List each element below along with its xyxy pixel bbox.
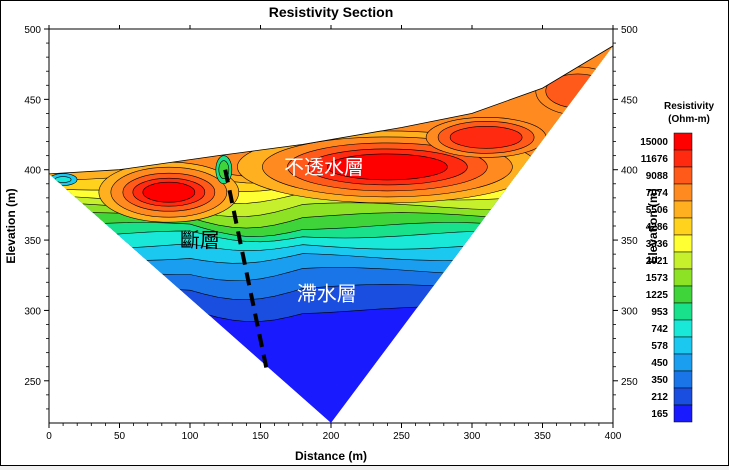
y-tick-label: 450 <box>24 95 41 106</box>
colorbar-level-label: 953 <box>651 307 668 318</box>
colorbar-level-label: 5506 <box>646 205 669 216</box>
x-axis-title: Distance (m) <box>295 449 367 463</box>
y-tick-label-right: 400 <box>621 166 638 177</box>
colorbar-swatch <box>673 217 693 236</box>
colorbar-level-label: 212 <box>651 392 668 403</box>
colorbar-legend: Resistivity (Ohm-m) 15000 11676 9088 7074 55… <box>640 101 714 423</box>
annotation-label: 不透水層 <box>284 155 364 179</box>
x-tick-label: 50 <box>114 431 126 442</box>
annotation-label: 滯水層 <box>297 282 357 306</box>
chart-title: Resistivity Section <box>269 4 394 20</box>
y-tick-label: 500 <box>24 25 41 36</box>
colorbar-level-label: 742 <box>651 324 668 335</box>
colorbar-swatch <box>673 183 693 202</box>
y-tick-label: 250 <box>24 377 41 388</box>
high-resistivity-blob-left <box>142 181 196 203</box>
colorbar-title: Resistivity <box>664 101 714 112</box>
colorbar-level-label: 2021 <box>646 256 669 267</box>
y-tick-label: 350 <box>24 236 41 247</box>
x-tick-label: 200 <box>323 431 340 442</box>
x-tick-label: 100 <box>182 431 199 442</box>
colorbar-swatch <box>673 353 693 372</box>
axes: 0 50 100 150 200 250 300 350 400 250 250 300 300 350 3… <box>24 25 638 442</box>
colorbar-swatch <box>673 166 693 185</box>
colorbar-level-label: 1225 <box>646 290 669 301</box>
colorbar-swatch <box>673 370 693 389</box>
colorbar-swatch <box>673 234 693 253</box>
colorbar-swatch <box>673 404 693 423</box>
colorbar-swatch <box>673 387 693 406</box>
y-axis-title-right: Elevation (m) <box>646 188 660 263</box>
y-tick-label-right: 300 <box>621 306 638 317</box>
x-tick-label: 150 <box>252 431 269 442</box>
high-resistivity-blob-right <box>449 126 523 149</box>
y-tick-label: 300 <box>24 306 41 317</box>
colorbar-swatch <box>673 336 693 355</box>
x-tick-label: 300 <box>464 431 481 442</box>
colorbar-swatch <box>673 302 693 321</box>
colorbar-level-label: 11676 <box>641 154 669 165</box>
colorbar-level-label: 578 <box>651 341 668 352</box>
colorbar-level-label: 350 <box>651 375 668 386</box>
y-tick-label-right: 450 <box>621 95 638 106</box>
high-resistivity-zone-center <box>327 153 448 181</box>
x-tick-label: 0 <box>46 431 52 442</box>
colorbar-swatch <box>673 251 693 270</box>
colorbar-swatch <box>673 200 693 219</box>
colorbar-level-label: 1573 <box>646 273 669 284</box>
colorbar-swatch <box>673 319 693 338</box>
y-tick-label: 400 <box>24 166 41 177</box>
colorbar-swatch <box>673 268 693 287</box>
y-tick-label-right: 350 <box>621 236 638 247</box>
x-tick-label: 400 <box>605 431 622 442</box>
fault-line <box>223 169 270 375</box>
colorbar-level-label: 450 <box>651 358 668 369</box>
colorbar-level-label: 9088 <box>646 171 669 182</box>
colorbar-level-label: 165 <box>651 409 668 420</box>
x-tick-label: 350 <box>534 431 551 442</box>
y-axis-title: Elevation (m) <box>4 188 18 263</box>
colorbar-swatch <box>673 132 693 151</box>
y-tick-label-right: 250 <box>621 377 638 388</box>
colorbar-level-label: 15000 <box>640 137 668 148</box>
surface-line <box>49 45 613 175</box>
x-tick-label: 250 <box>393 431 410 442</box>
colorbar-level-label: 4286 <box>646 222 669 233</box>
colorbar-level-label: 7074 <box>646 188 669 199</box>
colorbar-swatch <box>673 149 693 168</box>
colorbar-unit: (Ohm-m) <box>668 114 710 125</box>
colorbar-swatch <box>673 285 693 304</box>
annotation-label: 斷層 <box>180 228 220 252</box>
y-tick-label-right: 500 <box>621 25 638 36</box>
colorbar-level-label: 3336 <box>646 239 669 250</box>
